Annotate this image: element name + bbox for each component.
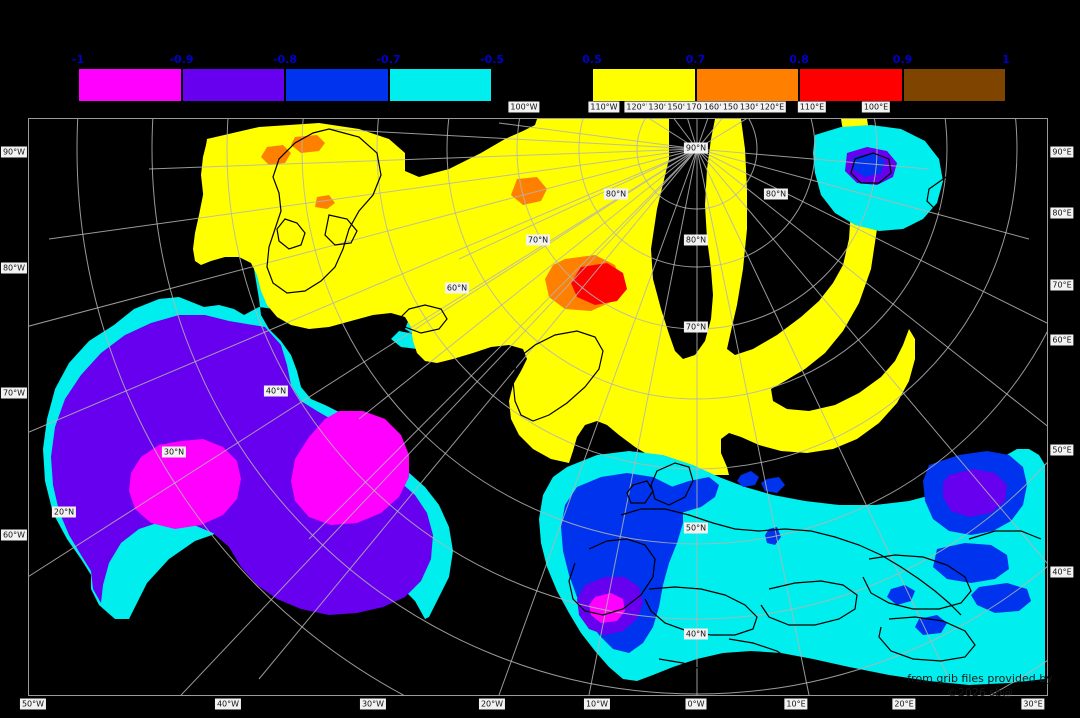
map-label-top-6: 160°E	[701, 101, 731, 113]
anomaly-region-yellow-greenland	[201, 125, 397, 211]
anomaly-hotspot-red-1	[571, 263, 627, 305]
map-label-top-3: 130°W	[646, 101, 678, 113]
left-colorbar	[78, 68, 492, 102]
colorbar-tick-1: -0.9	[169, 53, 194, 66]
colorbar-swatch-3	[902, 68, 1006, 102]
left-colorbar-ticks: -1 -0.9 -0.8 -0.7 -0.5	[72, 52, 504, 68]
anomaly-hotspot-orange-1	[261, 145, 291, 165]
map-label-bottom-7: 20°E	[892, 698, 916, 710]
anomaly-patch-blue-fr1	[737, 471, 759, 487]
graticule-parallels	[76, 119, 1047, 695]
colorbar-swatch-0	[592, 68, 696, 102]
colorbar-swatch-0	[78, 68, 182, 102]
map-label-bottom-2: 30°W	[359, 698, 387, 710]
map-label-top-11: 100°E	[861, 101, 891, 113]
map-label-bottom-6: 10°E	[784, 698, 808, 710]
map-canvas	[29, 119, 1047, 695]
map-label-bottom-4: 10°W	[583, 698, 611, 710]
map-label-left-1: 80°W	[0, 262, 28, 274]
colorbar-tick-0: -1	[71, 53, 85, 66]
map-label-top-2: 120°W	[624, 101, 656, 113]
colorbar-tick-1: 0.7	[685, 53, 706, 66]
map-label-left-3: 60°W	[0, 529, 28, 541]
anomaly-region-violet-west	[51, 315, 433, 615]
map-label-right-5: 40°E	[1050, 566, 1074, 578]
map-label-bottom-5: 0°W	[685, 698, 707, 710]
colorbar-tick-2: -0.8	[272, 53, 298, 66]
map-frame[interactable]	[28, 118, 1048, 696]
map-label-top-1: 110°W	[588, 101, 620, 113]
map-label-bottom-8: 30°E	[1021, 698, 1045, 710]
map-label-top-8: 130°E	[737, 101, 767, 113]
map-label-right-2: 70°E	[1050, 279, 1074, 291]
map-label-right-4: 50°E	[1050, 444, 1074, 456]
map-label-bottom-1: 40°W	[214, 698, 242, 710]
map-label-right-1: 80°E	[1050, 207, 1074, 219]
map-label-bottom-0: 50°W	[19, 698, 47, 710]
map-label-left-2: 70°W	[0, 387, 28, 399]
anomaly-hotspot-orange-2	[291, 135, 325, 153]
right-colorbar-ticks: 0.5 0.7 0.8 0.9 1	[582, 52, 1010, 68]
map-label-bottom-3: 20°W	[478, 698, 506, 710]
attribution: from grib files provided by ©2026 sb@	[880, 672, 1080, 700]
map-label-top-10: 110°E	[797, 101, 827, 113]
colorbar-swatch-1	[695, 68, 799, 102]
anomaly-core-magenta-iberia	[589, 593, 625, 623]
map-label-top-4: 150°W	[665, 101, 697, 113]
map-label-top-7: 150°E	[720, 101, 750, 113]
coastlines	[266, 128, 1042, 682]
attribution-line-2: ©2026 sb@	[946, 686, 1014, 699]
anomaly-core-magenta-west-2	[291, 411, 409, 525]
map-label-right-0: 90°E	[1050, 146, 1074, 158]
anomaly-region-violet-east	[943, 469, 1007, 517]
colorbar-tick-2: 0.8	[789, 53, 809, 66]
colorbar-swatch-2	[799, 68, 903, 102]
map-label-top-9: 120°E	[757, 101, 787, 113]
right-colorbar	[592, 68, 1006, 102]
colorbar-tick-4: 1	[1002, 53, 1010, 66]
anomaly-region-blue-europe-2	[657, 477, 719, 513]
colorbar-tick-4: -0.5	[479, 53, 505, 66]
colorbar-swatch-1	[181, 68, 285, 102]
anomaly-patch-blue-se1	[887, 585, 915, 605]
colorbar-swatch-2	[285, 68, 389, 102]
map-label-top-5: 170°W	[684, 101, 716, 113]
anomaly-region-blue-east-2	[933, 543, 1009, 583]
colorbar-tick-3: 0.9	[892, 53, 913, 66]
anomaly-core-magenta-west-1	[129, 439, 241, 529]
colorbar-tick-3: -0.7	[376, 53, 401, 66]
anomaly-hotspot-orange-5	[315, 195, 335, 209]
map-label-right-3: 60°E	[1050, 334, 1074, 346]
colorbar-tick-0: 0.5	[582, 53, 602, 66]
map-label-left-0: 90°W	[0, 146, 28, 158]
colorbar-swatch-3	[388, 68, 492, 102]
map-label-top-0: 100°W	[508, 101, 540, 113]
attribution-line-1: from grib files provided by	[907, 672, 1053, 685]
